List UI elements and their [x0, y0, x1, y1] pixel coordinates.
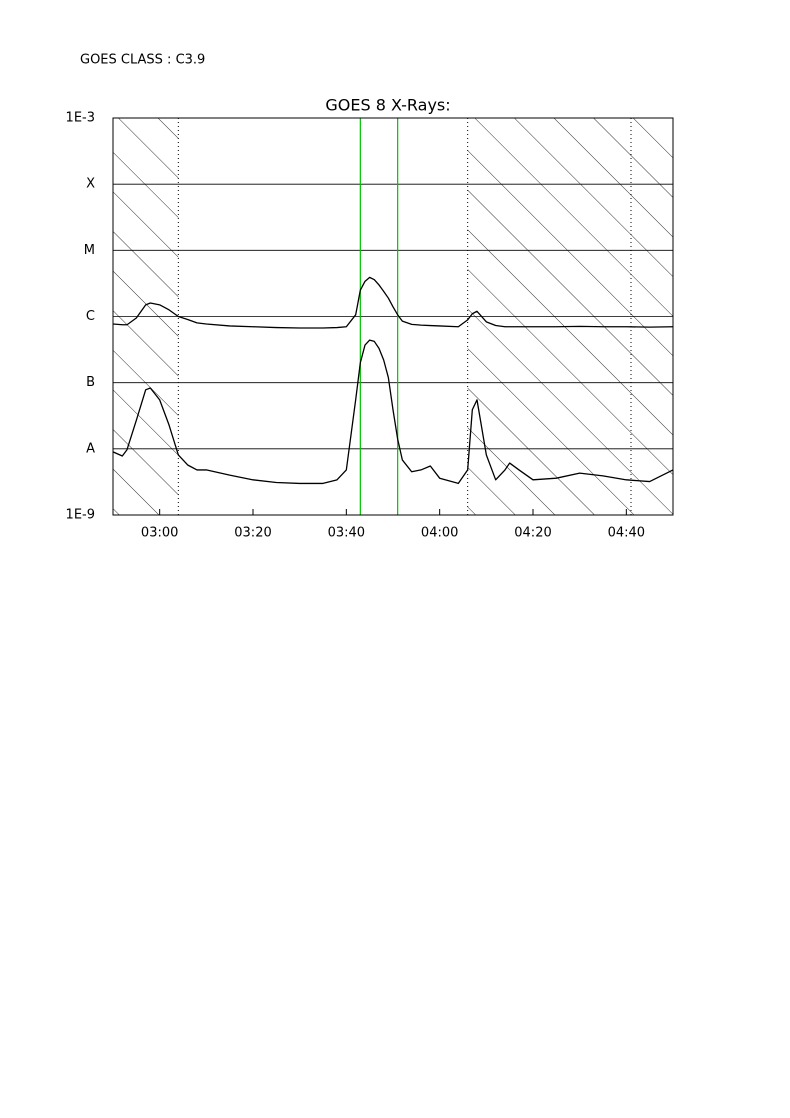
y-tick-label: 1E-3 — [66, 111, 95, 126]
y-tick-label: X — [86, 177, 95, 192]
x-tick-label: 03:40 — [328, 526, 365, 541]
x-tick-label: 04:40 — [608, 526, 645, 541]
flux-line — [112, 339, 674, 485]
x-tick-label: 04:00 — [421, 526, 458, 541]
y-tick-label: C — [86, 309, 95, 324]
goes-class: GOES CLASS : C3.9 — [80, 53, 205, 68]
flux-line — [112, 276, 674, 329]
x-tick-label: 03:20 — [234, 526, 271, 541]
chart-title: GOES 8 X-Rays: — [325, 96, 450, 115]
y-tick-label: A — [86, 441, 95, 456]
plot-frame — [112, 117, 674, 516]
y-tick-label: 1E-9 — [66, 508, 95, 523]
y-tick-label: M — [84, 243, 95, 258]
x-tick-label: 04:20 — [514, 526, 551, 541]
x-tick-label: 03:00 — [141, 526, 178, 541]
y-tick-label: B — [86, 375, 95, 390]
